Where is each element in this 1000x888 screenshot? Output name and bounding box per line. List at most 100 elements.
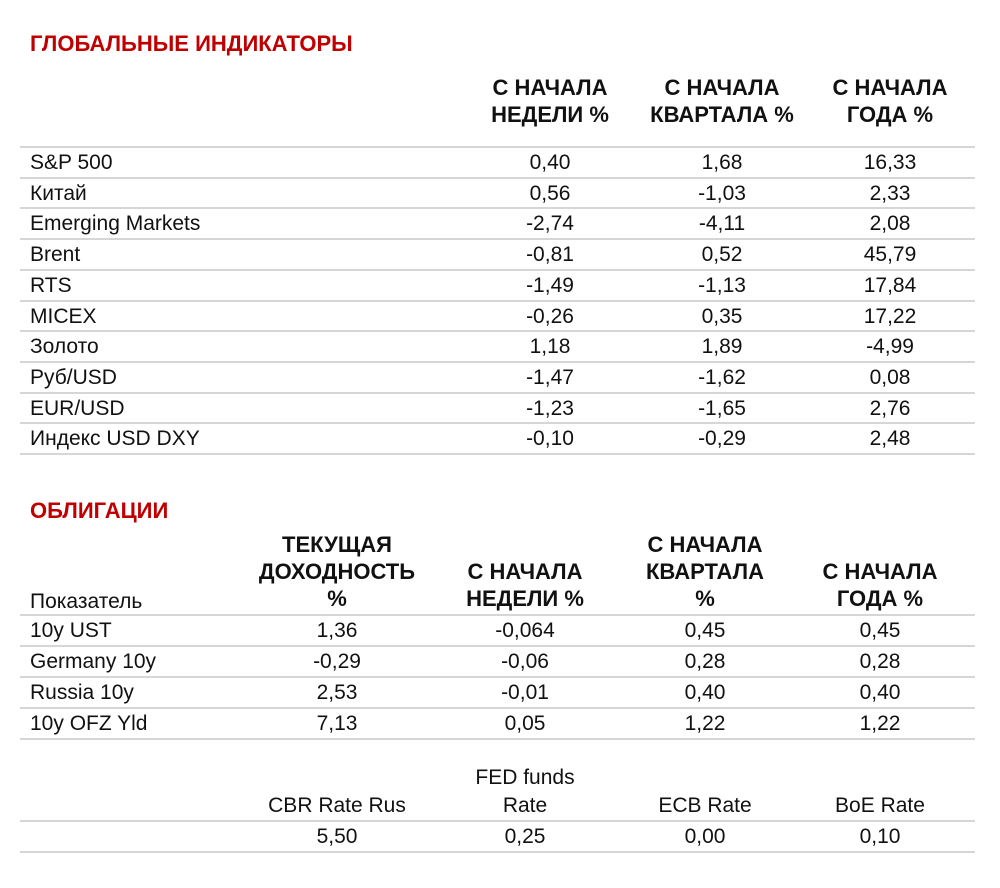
row-value: -0,06 [501,650,549,673]
table-row: Russia 10y 2,53 -0,01 0,40 0,40 [20,678,975,707]
divider [20,614,975,616]
row-value: 2,08 [869,212,911,236]
row-value: 0,08 [869,365,911,389]
row-value: 1,36 [316,619,358,642]
header-line: С НАЧАЛА [492,75,608,100]
row-label: Emerging Markets [30,212,201,236]
row-value: 2,76 [869,396,911,420]
divider [20,238,975,241]
table-row: MICEX -0,26 0,35 17,22 [20,302,975,331]
header-line: BoE Rate [835,794,925,817]
divider [20,851,975,853]
header-line: С НАЧАЛА [467,559,583,584]
header-line: FED funds [475,766,575,789]
header-line: КВАРТАЛА [645,559,765,584]
row-value: 0,56 [529,181,571,205]
row-value: -1,62 [698,365,746,389]
row-value: -1,65 [698,396,746,420]
bonds-title: ОБЛИГАЦИИ [30,498,169,523]
row-value: 2,33 [869,181,911,205]
column-header: FED funds Rate [415,764,635,820]
row-value: 0,40 [529,151,571,174]
header-line: ГОДА % [836,586,924,611]
row-value: 0,52 [701,243,743,267]
row-value: 2,48 [869,427,911,451]
column-header: BoE Rate [770,792,990,820]
header-line: С НАЧАЛА [647,532,763,557]
table-row: Germany 10y -0,29 -0,06 0,28 0,28 [20,647,975,676]
table-row: RTS -1,49 -1,13 17,84 [20,271,975,300]
row-value: 0,28 [859,650,901,673]
row-label: Brent [30,243,81,267]
row-value: -0,064 [495,619,555,642]
header-line: КВАРТАЛА % [650,102,794,127]
header-line: ДОХОДНОСТЬ [258,559,416,584]
row-value: 0,45 [859,619,901,642]
row-value: 0,35 [701,304,743,328]
header-line: % [327,586,347,611]
rate-value: 0,00 [684,825,726,848]
row-label: EUR/USD [30,396,125,420]
row-value: 17,22 [863,304,917,328]
table-row: Emerging Markets -2,74 -4,11 2,08 [20,209,975,238]
row-value: 1,22 [684,712,726,735]
row-value: -4,11 [698,212,746,236]
divider [20,422,975,425]
row-value: -1,23 [526,396,574,420]
row-value: 0,40 [684,681,726,704]
row-value: 1,18 [529,335,571,359]
row-value: 17,84 [863,273,917,297]
column-header: ТЕКУЩАЯ ДОХОДНОСТЬ% [227,531,447,612]
row-value: -1,47 [526,365,574,389]
header-line: НЕДЕЛИ % [466,586,584,611]
column-header: CBR Rate Rus [227,792,447,820]
divider [20,330,975,333]
column-header: С НАЧАЛА КВАРТАЛА% [595,531,815,612]
rate-value: 0,10 [859,825,901,848]
column-header: ECB Rate [595,792,815,820]
column-header: С НАЧАЛА ГОДА % [770,558,990,612]
row-label: Китай [30,181,87,205]
row-label: RTS [30,273,72,297]
row-value: 2,53 [316,681,358,704]
divider [20,645,975,647]
header-line: CBR Rate Rus [268,794,406,817]
row-value: 1,68 [701,151,743,174]
table-row: Индекс USD DXY -0,10 -0,29 2,48 [20,424,975,453]
header-line: ГОДА % [846,102,934,127]
divider [20,707,975,709]
table-row: Золото 1,18 1,89 -4,99 [20,332,975,361]
divider [20,738,975,740]
column-header: С НАЧАЛА НЕДЕЛИ % [440,74,660,128]
global-indicators-title: ГЛОБАЛЬНЫЕ ИНДИКАТОРЫ [30,31,353,56]
header-line: С НАЧАЛА [822,559,938,584]
divider [20,453,975,455]
table-row: Brent -0,81 0,52 45,79 [20,240,975,269]
column-header: С НАЧАЛА КВАРТАЛА % [612,74,832,128]
row-label: S&P 500 [30,151,113,174]
row-value: 0,05 [504,712,546,735]
row-value: -0,29 [698,427,746,451]
divider [20,820,975,822]
row-value: 45,79 [863,243,917,267]
divider [20,176,975,179]
table-row: Руб/USD -1,47 -1,62 0,08 [20,363,975,392]
row-value: 0,28 [684,650,726,673]
row-label: Индекс USD DXY [30,427,200,451]
row-value: -2,74 [526,212,574,236]
row-value: -1,03 [698,181,746,205]
row-value: -1,13 [698,273,746,297]
row-value: 16,33 [863,151,917,174]
row-value: -0,10 [526,427,574,451]
table-row: S&P 500 0,40 1,68 16,33 [20,148,975,177]
row-value: -0,29 [313,650,361,673]
row-value: -1,49 [526,273,574,297]
rate-value: 5,50 [316,825,358,848]
header-line: Rate [502,794,548,817]
row-label: 10y UST [30,619,112,642]
divider [20,268,975,271]
row-label: 10y OFZ Yld [30,712,148,735]
header-line: ТЕКУЩАЯ [282,532,392,557]
row-value: 1,22 [859,712,901,735]
divider [20,360,975,363]
